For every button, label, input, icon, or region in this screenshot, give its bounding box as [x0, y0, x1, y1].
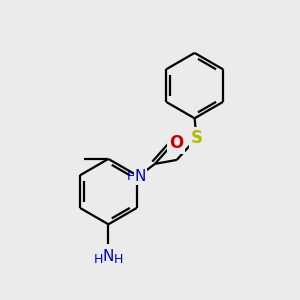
Text: N: N [103, 248, 114, 263]
Text: N: N [134, 169, 146, 184]
Text: H: H [94, 254, 103, 266]
Text: H: H [127, 170, 136, 183]
Text: S: S [190, 129, 202, 147]
Text: O: O [169, 134, 183, 152]
Text: H: H [114, 254, 123, 266]
